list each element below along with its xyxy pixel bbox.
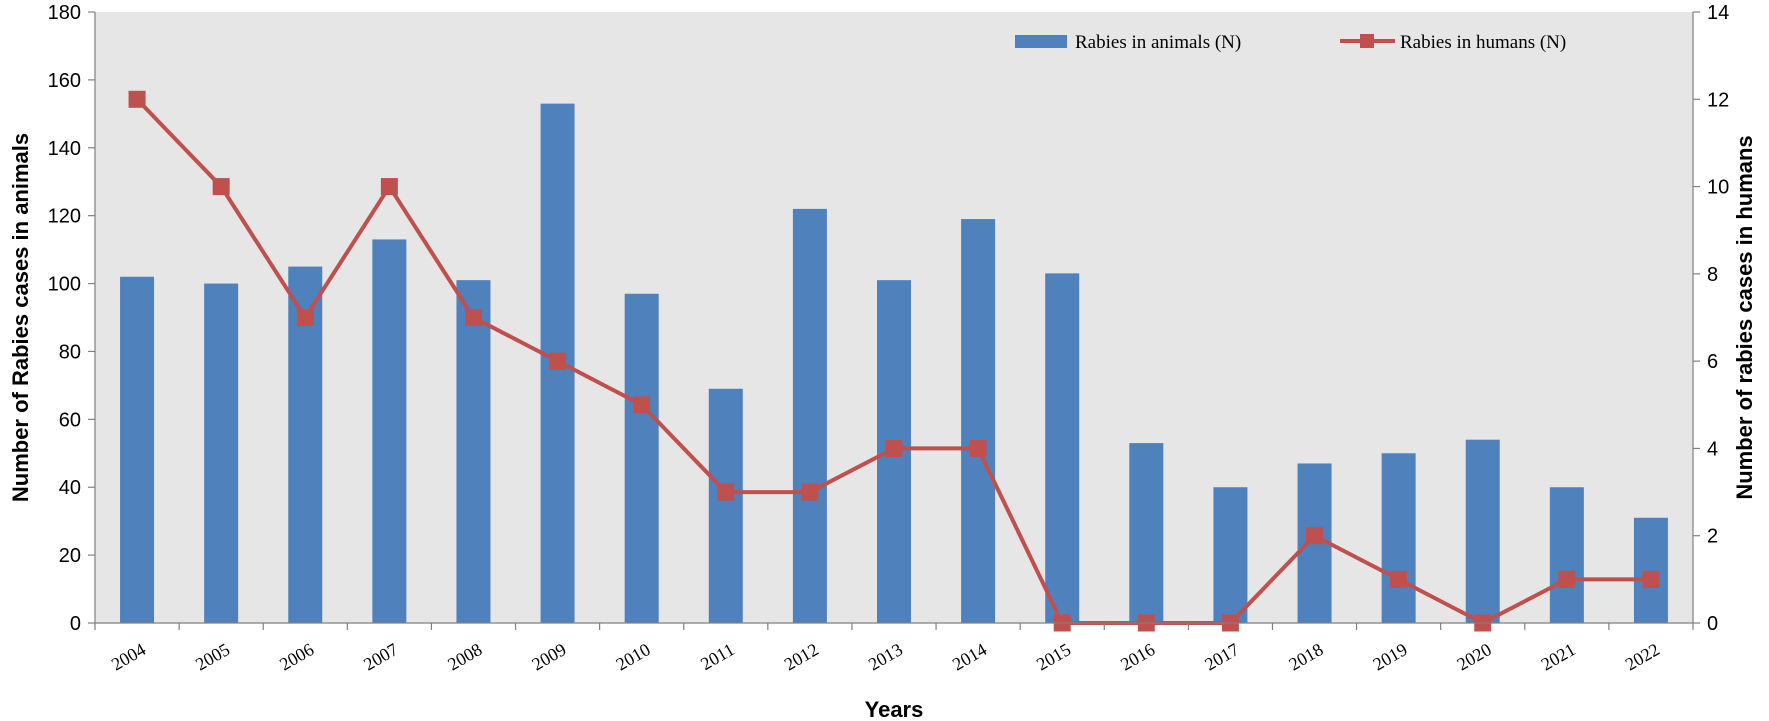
bar-2020 xyxy=(1465,439,1500,623)
bar-2005 xyxy=(204,283,239,623)
x-tick-label: 2015 xyxy=(1033,639,1074,674)
legend-label-humans: Rabies in humans (N) xyxy=(1400,32,1566,53)
y-right-tick-label: 0 xyxy=(1707,613,1718,635)
y-left-tick-label: 40 xyxy=(59,477,81,499)
bar-2007 xyxy=(372,239,407,623)
x-tick-label: 2022 xyxy=(1622,639,1663,674)
legend-swatch-humans-marker xyxy=(1360,34,1374,48)
y-left-tick-label: 60 xyxy=(59,409,81,431)
x-tick-label: 2017 xyxy=(1201,639,1242,674)
x-tick-label: 2004 xyxy=(108,639,149,674)
point-humans-2021 xyxy=(1558,570,1576,588)
bar-2004 xyxy=(120,276,155,623)
bar-2019 xyxy=(1381,453,1416,623)
y-left-tick-label: 100 xyxy=(48,274,81,296)
y-axis-right-title: Number of rabies cases in humans xyxy=(1732,135,1757,499)
y-left-tick-label: 0 xyxy=(70,613,81,635)
point-humans-2009 xyxy=(549,352,567,370)
x-tick-label: 2005 xyxy=(192,639,233,674)
point-humans-2004 xyxy=(128,90,146,108)
bar-2011 xyxy=(708,388,743,623)
bar-2015 xyxy=(1045,273,1080,623)
bar-2008 xyxy=(456,280,491,623)
y-right-tick-label: 2 xyxy=(1707,526,1718,548)
x-tick-label: 2019 xyxy=(1369,639,1410,674)
point-humans-2008 xyxy=(464,309,482,326)
x-tick-label: 2018 xyxy=(1285,639,1326,674)
bar-2016 xyxy=(1129,443,1164,623)
y-left-tick-label: 120 xyxy=(48,206,81,228)
legend: Rabies in animals (N) Rabies in humans (N… xyxy=(1015,32,1566,53)
y-left-tick-label: 160 xyxy=(48,70,81,92)
legend-swatch-animals xyxy=(1015,35,1067,48)
x-axis-title: Years xyxy=(865,697,924,721)
point-humans-2014 xyxy=(969,439,987,457)
point-humans-2018 xyxy=(1306,527,1324,545)
y-left-tick-label: 140 xyxy=(48,138,81,160)
bar-2021 xyxy=(1549,487,1584,623)
point-humans-2005 xyxy=(212,178,230,196)
x-tick-label: 2011 xyxy=(697,639,738,674)
x-tick-label: 2016 xyxy=(1117,639,1158,674)
y-left-tick-label: 180 xyxy=(48,2,81,24)
x-tick-label: 2013 xyxy=(865,639,906,674)
point-humans-2012 xyxy=(801,483,819,501)
y-right-tick-label: 10 xyxy=(1707,177,1729,199)
bar-2012 xyxy=(792,208,827,623)
bar-2022 xyxy=(1633,517,1668,623)
x-tick-label: 2007 xyxy=(360,639,401,674)
x-tick-label: 2006 xyxy=(276,639,317,674)
legend-label-animals: Rabies in animals (N) xyxy=(1075,32,1241,53)
x-tick-label: 2008 xyxy=(444,639,485,674)
bar-2010 xyxy=(624,293,659,623)
x-tick-label: 2020 xyxy=(1454,639,1495,674)
y-axis-left-title: Number of Rabies cases in animals xyxy=(8,133,33,502)
y-right-tick-label: 14 xyxy=(1707,2,1729,24)
x-tick-label: 2014 xyxy=(949,639,990,674)
y-left-tick-label: 80 xyxy=(59,341,81,363)
y-right-tick-label: 12 xyxy=(1707,89,1729,111)
y-left-tick-label: 20 xyxy=(59,545,81,567)
x-tick-label: 2021 xyxy=(1538,639,1579,674)
point-humans-2011 xyxy=(717,483,735,501)
x-tick-label: 2012 xyxy=(781,639,822,674)
point-humans-2010 xyxy=(633,396,651,414)
point-humans-2013 xyxy=(885,439,903,457)
point-humans-2019 xyxy=(1390,570,1408,588)
bar-2014 xyxy=(961,219,996,624)
y-right-tick-label: 6 xyxy=(1707,351,1718,373)
y-right-tick-label: 8 xyxy=(1707,264,1718,286)
point-humans-2007 xyxy=(380,178,398,196)
x-tick-label: 2010 xyxy=(613,639,654,674)
x-tick-label: 2009 xyxy=(528,639,569,674)
point-humans-2022 xyxy=(1642,570,1660,588)
bar-series-animals xyxy=(120,103,1668,624)
bar-2017 xyxy=(1213,487,1248,623)
point-humans-2006 xyxy=(296,309,314,326)
line-series-humans xyxy=(128,90,1660,632)
y-right-tick-label: 4 xyxy=(1707,438,1718,460)
